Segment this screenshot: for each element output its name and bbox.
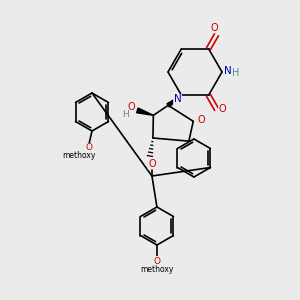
Polygon shape [136,108,153,115]
Text: O: O [219,104,226,114]
Text: O: O [211,23,218,33]
Text: O: O [197,115,205,125]
Text: N: N [174,94,182,104]
Text: N: N [224,66,232,76]
Text: O: O [148,159,156,169]
Text: O: O [153,256,161,266]
Text: O: O [85,143,92,152]
Text: H: H [122,110,129,119]
Text: O: O [128,102,135,112]
Text: methoxy: methoxy [62,152,96,160]
Text: methoxy: methoxy [140,265,174,274]
Text: H: H [232,68,240,78]
Polygon shape [167,95,182,107]
